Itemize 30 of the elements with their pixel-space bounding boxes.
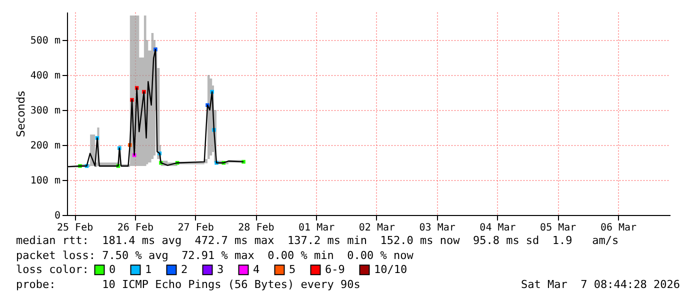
legend-label: 1 (145, 262, 152, 276)
legend-label: 3 (217, 262, 224, 276)
x-tick-label: 06 Mar (600, 222, 637, 234)
y-axis-title: Seconds (14, 90, 28, 138)
x-tick-label: 04 Mar (480, 222, 516, 234)
legend-label: 5 (289, 262, 296, 276)
y-tick-label: 500 m (30, 36, 60, 46)
text: median rtt: 181.4 ms avg 472.7 ms max 137.2 ms min 152.0 ms now 95.8 ms sd 1.9 am/s (16, 234, 619, 247)
x-tick-label: 27 Feb (178, 222, 214, 234)
legend-label: 10/10 (374, 262, 408, 276)
y-tick-label: 400 m (30, 70, 60, 82)
x-tick-label: 05 Mar (540, 222, 576, 234)
y-tick-label: 0 (54, 210, 60, 222)
legend-label: 6-9 (325, 262, 345, 276)
x-tick-label: 01 Mar (298, 222, 335, 234)
x-tick-label: 26 Feb (117, 222, 154, 234)
legend-label: 4 (253, 262, 260, 276)
y-tick-label: 200 m (30, 140, 60, 152)
text: Sat Mar 7 08:44:28 2026 (521, 278, 680, 291)
x-tick-label: 25 Feb (56, 222, 94, 234)
y-tick-label: 300 m (30, 106, 60, 116)
legend-label: 2 (181, 262, 188, 276)
y-tick-label: 100 m (30, 176, 60, 186)
legend-label: 0 (109, 262, 116, 276)
text: probe: 10 ICMP Echo Pings (56 Bytes) every 90s (16, 278, 360, 291)
text: packet loss: 7.50 % avg 72.91 % max 0.00 % min 0.00 % now (16, 249, 414, 262)
x-tick-label: 03 Mar (419, 222, 456, 234)
x-tick-label: 28 Feb (238, 222, 274, 234)
legend-title: loss color: (16, 263, 89, 276)
x-tick-label: 02 Mar (358, 222, 396, 234)
